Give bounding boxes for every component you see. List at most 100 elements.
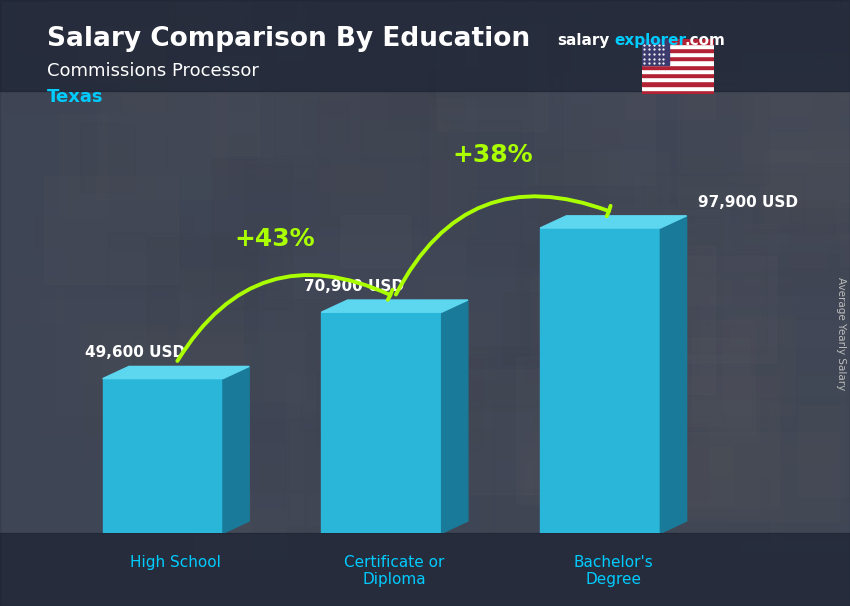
- Bar: [642, 73, 714, 77]
- Polygon shape: [442, 300, 468, 533]
- Bar: [484, 397, 632, 547]
- Bar: [642, 48, 714, 52]
- Bar: [376, 24, 478, 68]
- Bar: [360, 17, 562, 160]
- Bar: [654, 0, 841, 33]
- Bar: [642, 65, 714, 68]
- Bar: [653, 233, 768, 353]
- Bar: [733, 18, 850, 115]
- Bar: [754, 93, 850, 133]
- Bar: [733, 0, 830, 94]
- Bar: [77, 28, 166, 75]
- Bar: [0, 533, 850, 606]
- Bar: [694, 210, 827, 270]
- Bar: [668, 415, 782, 552]
- Bar: [530, 275, 667, 358]
- Bar: [837, 0, 850, 98]
- Bar: [177, 489, 250, 590]
- Bar: [565, 152, 669, 289]
- Bar: [695, 0, 739, 84]
- Bar: [663, 445, 835, 541]
- Bar: [811, 127, 850, 239]
- Bar: [527, 157, 722, 283]
- Bar: [331, 368, 513, 442]
- Bar: [246, 165, 314, 254]
- Bar: [663, 246, 715, 394]
- Bar: [422, 121, 521, 244]
- Bar: [244, 213, 292, 248]
- Bar: [660, 127, 775, 268]
- Bar: [538, 25, 717, 78]
- Bar: [38, 298, 243, 436]
- Bar: [582, 378, 779, 507]
- Bar: [817, 19, 850, 58]
- Bar: [673, 37, 731, 127]
- Bar: [309, 0, 515, 17]
- Bar: [824, 8, 850, 96]
- Bar: [429, 0, 526, 105]
- Bar: [317, 358, 482, 448]
- Bar: [592, 0, 755, 47]
- Bar: [619, 223, 779, 306]
- Bar: [302, 373, 394, 432]
- Bar: [144, 396, 216, 437]
- Bar: [600, 407, 657, 557]
- Bar: [496, 218, 617, 363]
- Text: High School: High School: [131, 554, 221, 570]
- Text: salary: salary: [557, 33, 609, 48]
- Bar: [298, 165, 407, 248]
- Bar: [72, 0, 201, 2]
- Bar: [286, 375, 339, 525]
- Bar: [364, 0, 570, 20]
- Bar: [304, 430, 494, 536]
- Bar: [179, 269, 242, 408]
- Bar: [242, 493, 388, 584]
- Bar: [276, 21, 429, 154]
- Bar: [842, 231, 850, 356]
- Bar: [694, 322, 781, 399]
- Bar: [320, 66, 530, 115]
- Bar: [611, 338, 750, 426]
- Bar: [235, 419, 357, 492]
- Bar: [642, 85, 714, 90]
- Bar: [264, 301, 431, 409]
- Text: Certificate or
Diploma: Certificate or Diploma: [344, 554, 445, 587]
- Polygon shape: [660, 216, 687, 533]
- Bar: [102, 332, 304, 401]
- Text: Average Yearly Salary: Average Yearly Salary: [836, 277, 846, 390]
- Bar: [742, 52, 850, 162]
- Bar: [321, 312, 442, 533]
- Bar: [502, 293, 554, 364]
- Bar: [102, 75, 274, 174]
- Bar: [133, 338, 269, 454]
- Bar: [623, 414, 671, 476]
- Bar: [744, 158, 850, 285]
- Bar: [21, 0, 207, 22]
- Text: +43%: +43%: [234, 227, 314, 251]
- Bar: [679, 83, 768, 185]
- Bar: [525, 262, 647, 382]
- Bar: [772, 371, 839, 461]
- Bar: [166, 135, 256, 168]
- Bar: [0, 0, 850, 91]
- Bar: [68, 139, 180, 288]
- Bar: [642, 56, 714, 61]
- Bar: [5, 0, 167, 112]
- Bar: [824, 20, 850, 81]
- Bar: [677, 398, 759, 515]
- Bar: [453, 383, 541, 459]
- Bar: [625, 67, 715, 119]
- Bar: [190, 0, 235, 22]
- Polygon shape: [103, 367, 249, 379]
- Bar: [745, 42, 850, 157]
- Bar: [627, 247, 707, 332]
- Text: +38%: +38%: [453, 143, 533, 167]
- Bar: [303, 0, 448, 8]
- Bar: [17, 491, 196, 543]
- Bar: [283, 223, 417, 365]
- Text: .com: .com: [684, 33, 725, 48]
- Bar: [642, 174, 804, 230]
- Text: Commissions Processor: Commissions Processor: [47, 62, 258, 80]
- Bar: [290, 401, 490, 538]
- Bar: [671, 208, 728, 304]
